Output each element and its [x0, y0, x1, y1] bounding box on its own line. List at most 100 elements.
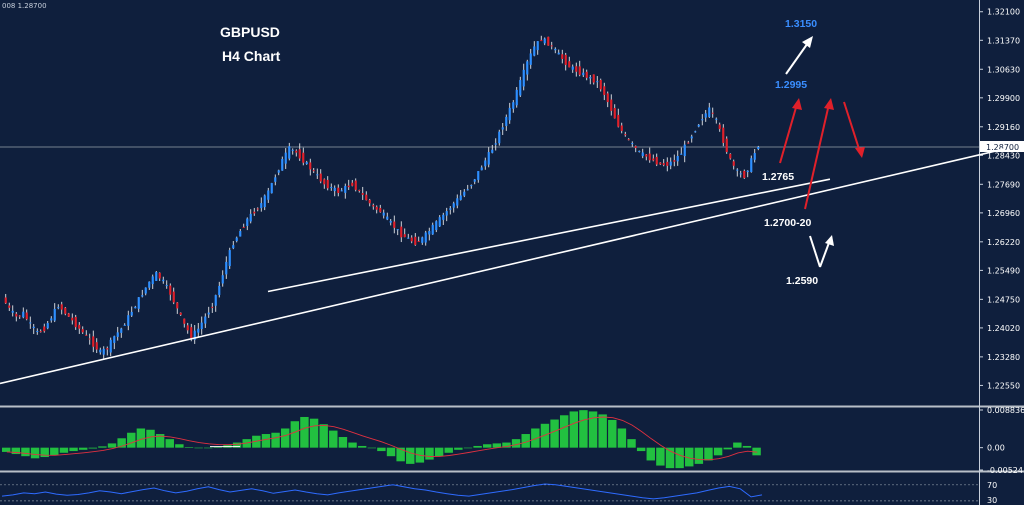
candle-body [753, 153, 756, 160]
candle [505, 114, 508, 131]
macd-bar [194, 447, 203, 449]
macd-bar [463, 447, 473, 449]
y-tick-label: 1.29900 [987, 94, 1020, 103]
candle-body [400, 226, 403, 238]
candle [375, 205, 378, 214]
candle [242, 223, 245, 228]
candle [729, 153, 732, 160]
candle [358, 189, 361, 193]
candle-body [557, 52, 560, 55]
candle [344, 183, 347, 199]
candle [144, 287, 147, 296]
candle [393, 215, 396, 234]
candle-body [29, 322, 32, 324]
candle [249, 209, 252, 224]
candle [561, 49, 564, 64]
candle-body [599, 79, 602, 90]
candle [512, 100, 515, 113]
candle-body [746, 170, 749, 173]
macd-bar [694, 447, 704, 464]
candle [659, 162, 662, 166]
annotation-1-3150: 1.3150 [785, 18, 817, 30]
candle [382, 209, 385, 219]
candle [697, 123, 700, 128]
candle [46, 321, 49, 330]
candle-body [211, 306, 214, 308]
candle-body [225, 261, 228, 275]
candle-body [673, 160, 676, 162]
candle-body [459, 195, 462, 200]
candle-body [690, 136, 693, 139]
macd-bar [608, 419, 617, 448]
candle [631, 141, 634, 147]
candle [95, 338, 98, 354]
candle [694, 130, 697, 133]
candle-body [526, 61, 529, 75]
candle [25, 309, 28, 321]
candle [575, 62, 578, 77]
candle [435, 220, 438, 233]
candle-body [603, 86, 606, 95]
macd-bar [531, 428, 540, 448]
candle [186, 322, 189, 334]
macd-bar [175, 444, 184, 448]
arrow-white-up-1 [785, 36, 813, 75]
candle [662, 159, 665, 167]
candle [151, 274, 154, 290]
candle [652, 154, 655, 162]
candle [277, 169, 280, 176]
candle-body [578, 66, 581, 75]
macd-bar [540, 423, 550, 448]
candle-body [403, 234, 406, 238]
macd-bar [11, 447, 21, 455]
trendline-2 [0, 148, 1005, 385]
candle-body [662, 163, 665, 166]
macd-bar [21, 447, 30, 457]
candle [407, 233, 410, 239]
candle-body [536, 41, 539, 51]
candle [379, 204, 382, 213]
candle-body [512, 102, 515, 109]
candle [599, 78, 602, 92]
candle [746, 170, 749, 178]
candle [172, 287, 175, 305]
candle [246, 217, 249, 231]
candle-body [645, 154, 648, 157]
candle-body [109, 339, 112, 353]
candle-body [463, 191, 466, 196]
macd-bar [136, 428, 146, 448]
candle [179, 312, 182, 316]
candle [302, 147, 305, 166]
candle [141, 289, 144, 298]
candle-body [414, 236, 417, 245]
candle [197, 323, 200, 337]
candle [620, 122, 623, 134]
candle-body [214, 295, 217, 306]
macd-bar [511, 439, 521, 448]
macd-bar [146, 429, 155, 448]
candle [613, 104, 616, 119]
candle-body [309, 162, 312, 170]
candle [102, 346, 105, 359]
current-price-label: 1.28700 [986, 143, 1019, 152]
candle [470, 184, 473, 189]
candle-body [641, 152, 644, 157]
candle-body [267, 190, 270, 200]
candle [645, 153, 648, 161]
candle [361, 186, 364, 200]
candle [571, 64, 574, 73]
rsi-line [1, 483, 763, 500]
candle [638, 150, 641, 153]
candle [655, 153, 658, 167]
candle [123, 323, 126, 326]
macd-bar [377, 447, 386, 452]
candle [554, 47, 557, 54]
candle-body [617, 114, 620, 127]
candle-body [354, 180, 357, 190]
candle-body [389, 220, 392, 223]
candle-body [106, 348, 109, 350]
candle-body [274, 177, 277, 182]
candle [15, 312, 18, 322]
macd-bar [733, 442, 742, 448]
macd-bar [204, 447, 213, 449]
